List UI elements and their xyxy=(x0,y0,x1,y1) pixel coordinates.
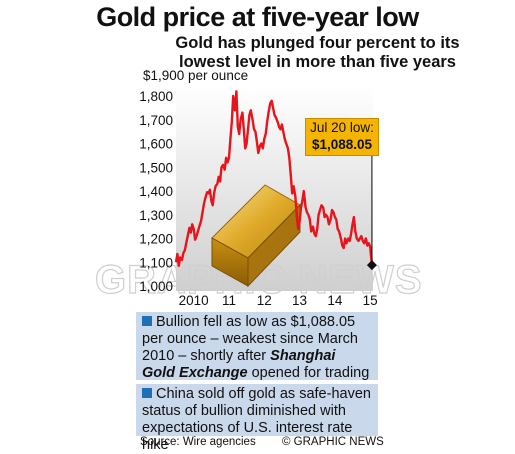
bullet-square-icon xyxy=(142,316,152,326)
y-tick-label: 1,400 xyxy=(139,184,173,199)
y-tick-label: 1,000 xyxy=(139,279,173,294)
y-axis-labels: 1,000 1,100 1,200 1,300 1,400 1,500 1,600 1,700… xyxy=(139,89,173,294)
panel-1-line-1: Bullion fell as low as $1,088.05 xyxy=(156,314,356,330)
info-panel-1: Bullion fell as low as $1,088.05 per oun… xyxy=(136,312,378,381)
x-tick-label: 11 xyxy=(222,293,236,308)
x-tick-label: 12 xyxy=(257,293,272,308)
low-callout: Jul 20 low: $1,088.05 xyxy=(305,118,379,156)
y-tick-label: 1,500 xyxy=(139,160,173,175)
panel-1-line-4: opened for trading xyxy=(247,365,370,381)
panel-1-line-3-emphasis: Shanghai xyxy=(270,348,336,364)
low-point-marker xyxy=(366,260,377,271)
panel-1-line-3: 2010 – shortly after xyxy=(142,348,271,364)
panel-1-line-2: per ounce – weakest since March xyxy=(142,331,358,347)
y-tick-label: 1,300 xyxy=(139,208,173,223)
chart-subtitle-line-2: lowest level in more than five years xyxy=(179,53,456,71)
x-tick-label: 15 xyxy=(363,293,378,308)
y-tick-label: 1,800 xyxy=(139,89,173,104)
series-line-gold-price xyxy=(174,90,374,267)
chart-subtitle-line-1: Gold has plunged four percent to its xyxy=(175,34,460,52)
y-axis-unit-label: $1,900 per ounce xyxy=(143,68,248,83)
callout-label: Jul 20 low: xyxy=(310,120,374,135)
credit-note: © GRAPHIC NEWS xyxy=(282,436,384,448)
panel-2-line-3: expectations of U.S. interest rate hike xyxy=(142,420,353,453)
y-tick-label: 1,200 xyxy=(139,232,173,247)
bullet-square-icon xyxy=(142,388,152,398)
source-note: Source: Wire agencies xyxy=(140,436,256,448)
y-tick-label: 1,100 xyxy=(139,255,173,270)
x-tick-label: 2010 xyxy=(179,293,209,308)
x-tick-label: 13 xyxy=(292,293,307,308)
y-tick-label: 1,700 xyxy=(139,113,173,128)
info-panel-2: China sold off gold as safe-haven status… xyxy=(136,384,378,453)
x-tick-label: 14 xyxy=(327,293,343,308)
panel-2-line-1: China sold off gold as safe-haven xyxy=(156,386,371,402)
panel-2-line-2: status of bullion diminished with xyxy=(142,403,346,419)
y-tick-label: 1,600 xyxy=(139,137,173,152)
panel-1-line-4-emphasis: Gold Exchange xyxy=(142,365,248,381)
gold-bar-illustration xyxy=(211,184,301,288)
x-axis-labels: 2010 11 12 13 14 15 xyxy=(179,293,378,308)
callout-value: $1,088.05 xyxy=(311,137,373,152)
chart-title: Gold price at five-year low xyxy=(96,2,419,32)
